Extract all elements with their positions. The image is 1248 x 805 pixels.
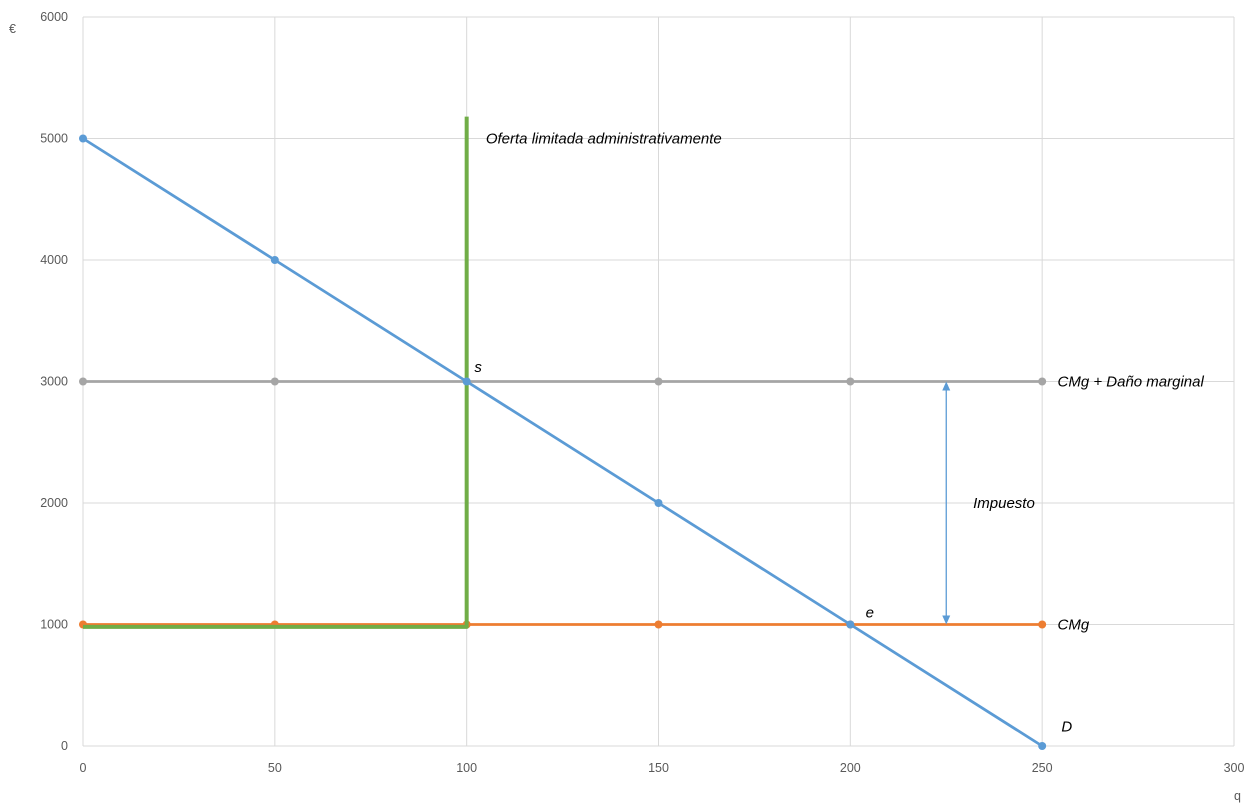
point-demand — [462, 377, 471, 386]
series-layer — [79, 116, 1047, 750]
y-tick-label: 1000 — [40, 618, 68, 632]
axis-tick-labels: 0 50 100 150 200 250 3000100020003000400050006… — [40, 10, 1244, 775]
y-axis-label: € — [9, 22, 16, 36]
y-tick-label: 2000 — [40, 496, 68, 510]
y-tick-label: 6000 — [40, 10, 68, 24]
point-cmg_dano — [270, 377, 279, 386]
x-tick-label: 150 — [648, 761, 669, 775]
impuesto-arrow — [942, 381, 951, 625]
annotation-e: e — [866, 604, 874, 621]
arrow-head-up — [942, 381, 951, 391]
point-cmg — [654, 620, 663, 629]
x-tick-label: 0 — [80, 761, 87, 775]
point-demand — [270, 256, 279, 264]
arrow-head-down — [942, 615, 951, 625]
x-tick-label: 50 — [268, 761, 282, 775]
series-line-supply_limited — [83, 116, 469, 629]
x-tick-label: 200 — [840, 761, 861, 775]
point-cmg_dano — [654, 377, 663, 386]
point-cmg_dano — [79, 377, 87, 386]
annotation-d: D — [1061, 719, 1072, 736]
annotation-cmg_dano_label: CMg + Daño marginal — [1058, 374, 1205, 391]
annotation-cmg_label: CMg — [1058, 617, 1090, 634]
point-demand — [846, 620, 855, 629]
x-axis-label: q — [1234, 789, 1241, 803]
y-tick-label: 3000 — [40, 375, 68, 389]
x-tick-label: 250 — [1032, 761, 1053, 775]
series-line-demand — [82, 137, 1043, 748]
x-tick-label: 100 — [456, 761, 477, 775]
annotations: Oferta limitada administrativamente CMg +… — [474, 131, 1204, 736]
y-tick-label: 0 — [61, 739, 68, 753]
x-tick-label: 300 — [1224, 761, 1245, 775]
annotation-s: s — [474, 359, 482, 376]
point-cmg — [1038, 620, 1047, 629]
point-cmg_dano — [1038, 377, 1047, 386]
y-tick-label: 4000 — [40, 253, 68, 267]
point-demand — [1038, 742, 1047, 750]
annotation-oferta: Oferta limitada administrativamente — [486, 131, 722, 148]
point-demand — [79, 134, 87, 143]
point-demand — [654, 499, 663, 507]
point-cmg_dano — [846, 377, 855, 386]
y-tick-label: 5000 — [40, 132, 68, 146]
annotation-impuesto: Impuesto — [973, 495, 1035, 512]
